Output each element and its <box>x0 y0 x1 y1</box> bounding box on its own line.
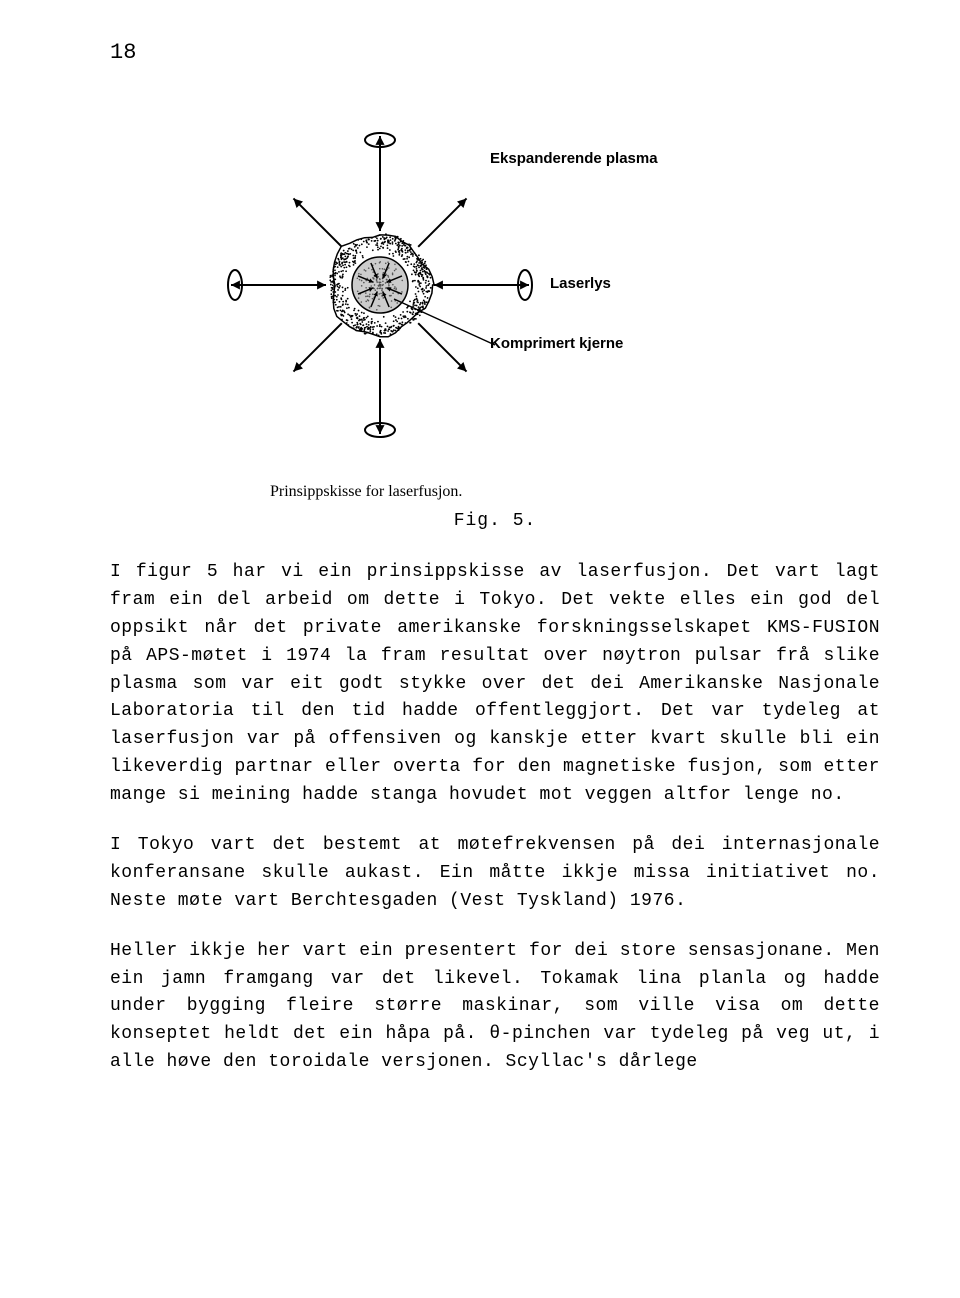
paragraph-1: I figur 5 har vi ein prinsippskisse av l… <box>110 559 880 810</box>
page: 18 Ekspanderende plasma Laserlys Komprim… <box>0 0 960 1298</box>
label-expanding-plasma: Ekspanderende plasma <box>490 150 658 167</box>
paragraph-2: I Tokyo vart det bestemt at møtefrekvens… <box>110 832 880 916</box>
figure-caption: Prinsippskisse for laserfusjon. <box>270 483 880 501</box>
paragraph-3: Heller ikkje her vart ein presentert for… <box>110 938 880 1077</box>
figure-area: Ekspanderende plasma Laserlys Komprimert… <box>110 95 880 475</box>
figure-label: Fig. 5. <box>110 511 880 531</box>
label-compressed-core: Komprimert kjerne <box>490 335 623 352</box>
page-number: 18 <box>110 40 880 65</box>
label-laser-light: Laserlys <box>550 275 611 292</box>
